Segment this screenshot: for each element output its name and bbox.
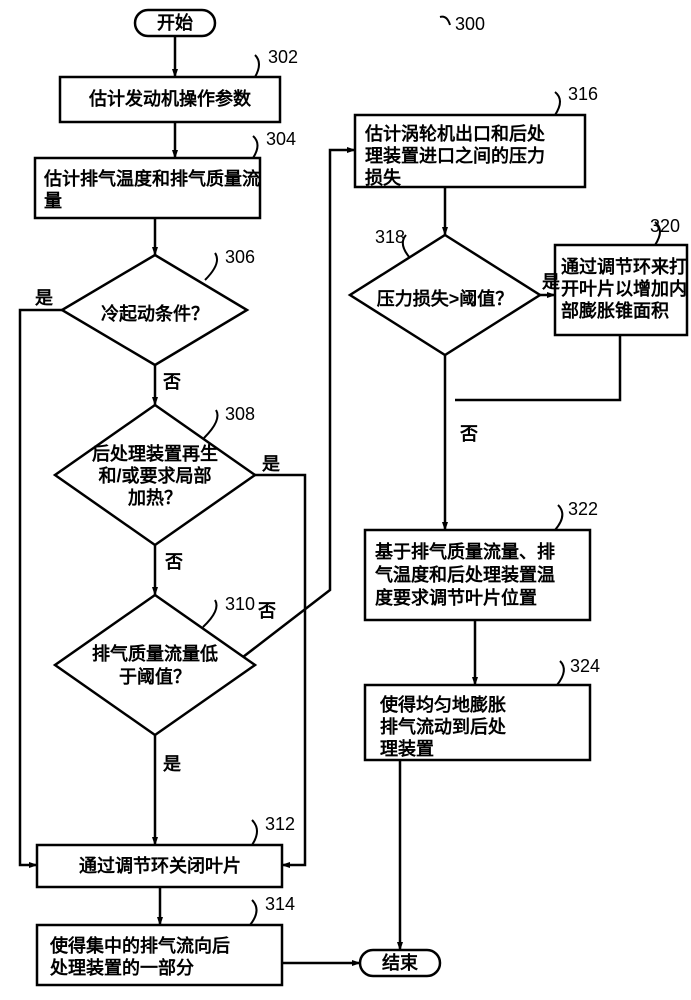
leader-316 xyxy=(555,92,560,115)
edge-label-306-no: 否 xyxy=(162,372,181,392)
process-302-text: 估计发动机操作参数 xyxy=(88,88,252,109)
process-324-text-1: 排气流动到后处 xyxy=(380,716,507,737)
edge-label-318-yes: 是 xyxy=(541,272,560,292)
decision-308-text-1: 和/或要求局部 xyxy=(98,465,211,486)
process-316-text-1: 理装置进口之间的压力 xyxy=(365,145,545,166)
process-320-text-2: 部膨胀锥面积 xyxy=(561,300,669,321)
label-324: 324 xyxy=(570,656,600,676)
decision-306-text: 冷起动条件？ xyxy=(101,303,209,324)
edge-label-310-yes: 是 xyxy=(162,754,181,774)
edge-label-318-no: 否 xyxy=(459,424,478,444)
label-310: 310 xyxy=(225,594,255,614)
edge-label-308-yes: 是 xyxy=(261,454,280,474)
leader-308 xyxy=(204,410,218,438)
label-320: 320 xyxy=(650,216,680,236)
decision-310 xyxy=(55,595,255,735)
flowchart: 300 开始 估计发动机操作参数 302 估计排气温度和排气质量流 量 304 … xyxy=(0,0,691,1000)
leader-306 xyxy=(205,253,217,280)
figref-leader xyxy=(440,17,450,25)
process-312-text: 通过调节环关闭叶片 xyxy=(79,855,241,876)
process-320-text-1: 开叶片以增加内 xyxy=(561,278,687,299)
process-322-text-2: 度要求调节叶片位置 xyxy=(375,587,537,608)
decision-310-text-1: 于阈值？ xyxy=(119,666,191,687)
process-324-text-2: 理装置 xyxy=(380,738,434,759)
process-322-text-1: 气温度和后处理装置温 xyxy=(374,564,555,585)
leader-314 xyxy=(250,900,257,925)
decision-318-text: 压力损失>阈值？ xyxy=(377,288,514,309)
label-306: 306 xyxy=(225,247,255,267)
edge-306-yes-312 xyxy=(20,310,62,865)
decision-308-text-2: 加热？ xyxy=(127,487,182,508)
leader-312 xyxy=(252,820,257,845)
label-322: 322 xyxy=(568,499,598,519)
leader-322 xyxy=(555,505,562,530)
process-324-text-0: 使得均匀地膨胀 xyxy=(379,694,506,715)
label-302: 302 xyxy=(268,47,298,67)
process-314-text-1: 处理装置的一部分 xyxy=(49,957,194,978)
label-312: 312 xyxy=(265,814,295,834)
leader-310 xyxy=(203,600,217,627)
process-304-text-1: 量 xyxy=(44,190,62,211)
process-322-text-0: 基于排气质量流量、排 xyxy=(374,541,555,562)
leader-324 xyxy=(557,661,564,685)
process-320-text-0: 通过调节环来打 xyxy=(561,256,687,277)
edge-310-no-316 xyxy=(243,150,355,657)
decision-308-text-0: 后处理装置再生 xyxy=(92,443,218,464)
figref-label: 300 xyxy=(455,14,485,34)
decision-310-text-0: 排气质量流量低 xyxy=(92,643,218,664)
label-304: 304 xyxy=(266,129,296,149)
edge-308-yes-312 xyxy=(255,475,305,865)
terminal-end-label: 结束 xyxy=(382,952,419,973)
edge-320-merge xyxy=(455,335,620,400)
edge-label-306-yes: 是 xyxy=(34,288,53,308)
process-316-text-2: 损失 xyxy=(365,167,402,188)
label-318: 318 xyxy=(375,227,405,247)
edge-label-310-no: 否 xyxy=(257,601,276,621)
process-316-text-0: 估计涡轮机出口和后处 xyxy=(364,123,546,144)
leader-302 xyxy=(255,55,259,77)
label-308: 308 xyxy=(225,404,255,424)
label-316: 316 xyxy=(568,84,598,104)
label-314: 314 xyxy=(265,894,295,914)
terminal-start-label: 开始 xyxy=(157,12,193,33)
edge-label-308-no: 否 xyxy=(164,552,183,572)
process-304-text-0: 估计排气温度和排气质量流 xyxy=(43,168,260,189)
leader-304 xyxy=(253,136,258,158)
process-314-text-0: 使得集中的排气流向后 xyxy=(49,935,230,956)
